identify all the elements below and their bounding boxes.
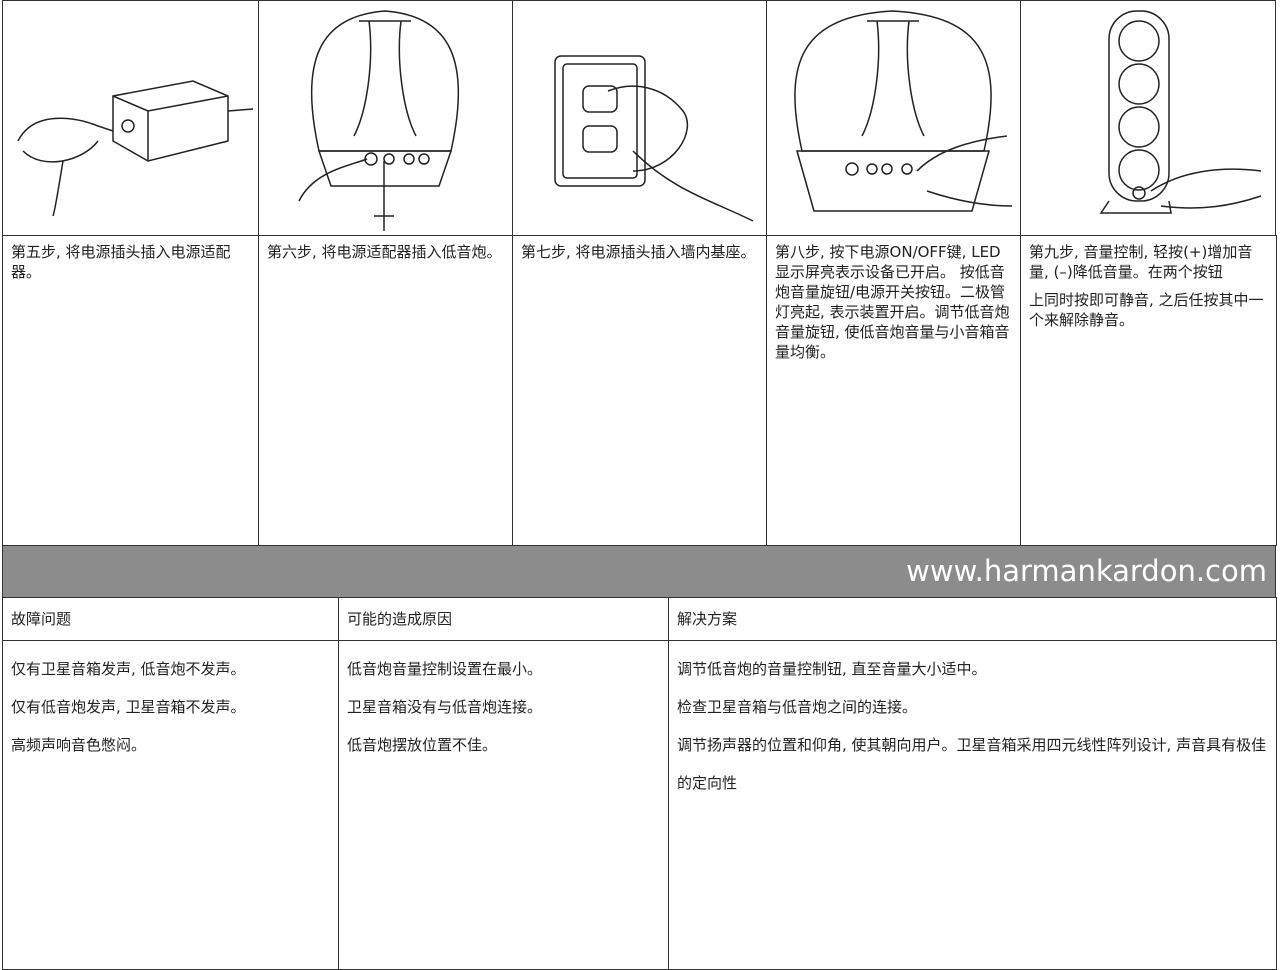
- text-line: 可能的造成原因: [347, 610, 453, 628]
- text-line: 仅有卫星音箱发声, 低音炮不发声。: [11, 660, 246, 678]
- text-line: 调节低音炮的音量控制钮, 直至音量大小适中。: [677, 660, 987, 678]
- illustration-satellite: [1099, 10, 1262, 214]
- website-bar: www.harmankardon.com: [2, 545, 1276, 598]
- step-cell: 第七步, 将电源插头插入墙内基座。: [512, 235, 767, 546]
- image-cell: [2, 0, 259, 236]
- table-column: 调节低音炮的音量控制钮, 直至音量大小适中。 检查卫星音箱与低音炮之间的连接。调节…: [668, 640, 1277, 970]
- image-cell: [1020, 0, 1276, 236]
- step-cell: 第六步, 将电源适配器插入低音炮。: [258, 235, 513, 546]
- text-line: 低音炮摆放位置不佳。: [347, 736, 498, 754]
- text-line: 第八步, 按下电源ON/OFF键, LED显示屏亮表示设备已开启。 按低音炮音量…: [775, 243, 1010, 361]
- image-cell: [766, 0, 1021, 236]
- text-line: 低音炮音量控制设置在最小。: [347, 660, 543, 678]
- table-header: 故障问题: [2, 597, 339, 641]
- image-cell: [258, 0, 513, 236]
- text-line: 仅有低音炮发声, 卫星音箱不发声。: [11, 698, 246, 716]
- table-header: 可能的造成原因: [338, 597, 669, 641]
- table-column: 仅有卫星音箱发声, 低音炮不发声。 仅有低音炮发声, 卫星音箱不发声。 高频声响音色…: [2, 640, 339, 970]
- illustration-power-button: [794, 10, 1013, 212]
- illustration-subwoofer: [298, 10, 460, 231]
- step-cell: 第五步, 将电源插头插入电源适配器。: [2, 235, 259, 546]
- step-cell: 第八步, 按下电源ON/OFF键, LED显示屏亮表示设备已开启。 按低音炮音量…: [766, 235, 1021, 546]
- text-line: 第六步, 将电源适配器插入低音炮。: [267, 243, 502, 261]
- table-header: 解决方案: [668, 597, 1277, 641]
- text-line: 检查卫星音箱与低音炮之间的连接。: [677, 698, 918, 716]
- text-line: 第七步, 将电源插头插入墙内基座。: [521, 243, 756, 261]
- text-line: 故障问题: [11, 610, 72, 628]
- illustration-adapter: [17, 80, 254, 217]
- step-cell: 第九步, 音量控制, 轻按(+)增加音量, (–)降低音量。在两个按钮 上同时按即…: [1020, 235, 1277, 546]
- text-line: 高频声响音色憋闷。: [11, 736, 147, 754]
- website-url: www.harmankardon.com: [906, 554, 1267, 588]
- table-column: 低音炮音量控制设置在最小。 卫星音箱没有与低音炮连接。 低音炮摆放位置不佳。: [338, 640, 669, 970]
- image-cell: [512, 0, 767, 236]
- text-line: 上同时按即可静音, 之后任按其中一个来解除静音。: [1029, 291, 1264, 329]
- illustration-wall-outlet: [554, 55, 754, 222]
- text-line: 第九步, 音量控制, 轻按(+)增加音量, (–)降低音量。在两个按钮: [1029, 243, 1253, 281]
- text-line: 第五步, 将电源插头插入电源适配器。: [11, 243, 231, 281]
- text-line: 调节扬声器的位置和仰角, 使其朝向用户。卫星音箱采用四元线性阵列设计, 声音具有…: [677, 736, 1267, 792]
- text-line: 解决方案: [677, 610, 738, 628]
- text-line: 卫星音箱没有与低音炮连接。: [347, 698, 543, 716]
